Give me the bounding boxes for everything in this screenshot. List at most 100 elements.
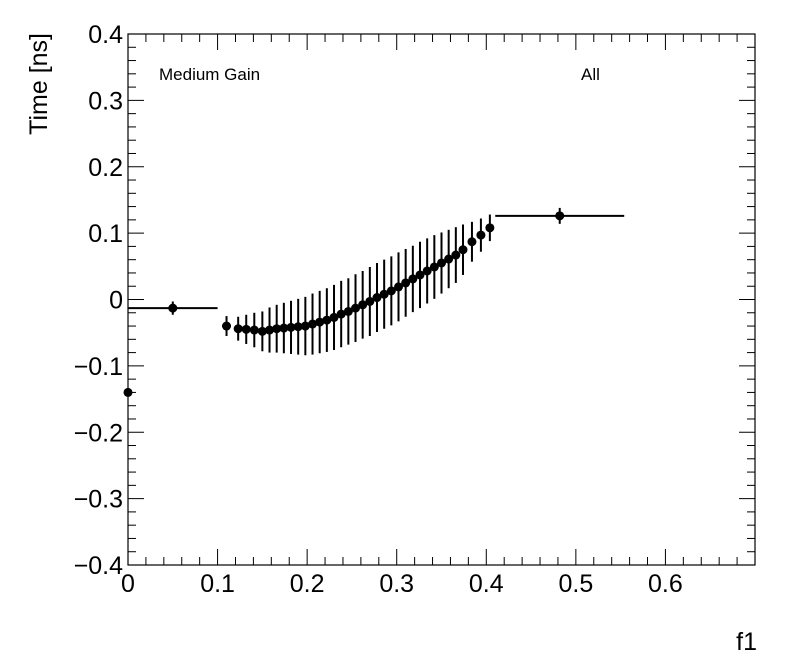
point-marker — [444, 254, 454, 264]
data-point — [286, 300, 296, 354]
data-point — [394, 252, 404, 322]
data-point — [485, 214, 495, 242]
data-point — [422, 238, 432, 304]
x-tick-label: 0.2 — [290, 570, 325, 598]
point-marker — [322, 315, 332, 325]
y-tick-label: 0.1 — [88, 220, 123, 248]
point-marker — [308, 319, 318, 329]
data-point — [415, 241, 425, 309]
data-point — [123, 387, 133, 397]
data-point — [128, 301, 218, 315]
y-axis-title: Time [ns] — [25, 33, 53, 135]
data-point — [467, 221, 477, 262]
data-point — [476, 218, 486, 252]
data-point — [379, 259, 389, 329]
data-point — [308, 293, 318, 355]
point-marker — [415, 270, 425, 280]
data-point — [329, 284, 339, 350]
data-point — [293, 298, 303, 355]
point-marker — [458, 245, 468, 255]
annotation-all: All — [581, 65, 600, 84]
point-marker — [401, 278, 411, 288]
data-point — [343, 278, 353, 345]
data-point — [257, 311, 267, 352]
point-marker — [222, 321, 232, 331]
point-marker — [451, 250, 461, 260]
annotation-medium-gain: Medium Gain — [159, 65, 260, 84]
data-point — [351, 274, 361, 342]
data-point — [451, 227, 461, 283]
y-axis-ticks — [128, 33, 755, 566]
data-point — [444, 229, 454, 289]
y-tick-label: −0.1 — [74, 353, 123, 381]
data-point — [401, 249, 411, 317]
data-point — [336, 280, 346, 348]
point-marker — [351, 303, 361, 313]
point-marker — [257, 326, 267, 336]
point-marker — [315, 317, 325, 327]
y-tick-label: 0 — [109, 287, 123, 315]
data-point — [315, 290, 325, 354]
x-tick-label: 0.6 — [648, 570, 683, 598]
data-point — [495, 207, 625, 224]
data-point — [437, 232, 446, 294]
data-point — [358, 270, 368, 339]
point-marker — [336, 309, 346, 319]
point-marker — [476, 230, 486, 240]
point-marker — [408, 274, 418, 284]
y-tick-label: −0.2 — [74, 419, 123, 447]
point-marker — [386, 286, 396, 296]
point-marker — [286, 322, 296, 332]
data-point — [429, 235, 439, 299]
data-point — [222, 316, 232, 337]
data-point — [386, 256, 396, 326]
data-point — [249, 312, 259, 348]
point-marker — [279, 323, 289, 333]
data-point — [408, 245, 418, 313]
point-marker — [555, 211, 565, 221]
point-marker — [467, 237, 477, 247]
point-marker — [343, 306, 353, 316]
plot-frame — [127, 33, 756, 566]
point-marker — [429, 262, 439, 272]
x-axis-ticks — [127, 34, 756, 565]
x-axis-title: f1 — [736, 628, 757, 656]
x-tick-label: 0.1 — [200, 570, 235, 598]
x-tick-label: 0.3 — [379, 570, 414, 598]
data-point — [279, 302, 289, 354]
point-marker — [372, 293, 382, 303]
data-point — [322, 288, 332, 352]
y-tick-label: −0.3 — [74, 486, 123, 514]
data-point — [265, 307, 275, 353]
data-point — [458, 224, 468, 275]
point-marker — [241, 324, 251, 334]
point-marker — [394, 282, 404, 292]
y-tick-label: −0.4 — [74, 552, 123, 580]
point-marker — [293, 322, 303, 332]
data-point — [233, 316, 243, 341]
x-tick-label: 0.5 — [558, 570, 593, 598]
point-marker — [265, 325, 275, 335]
point-marker — [272, 324, 282, 334]
x-tick-label: 0.4 — [469, 570, 504, 598]
point-marker — [233, 324, 243, 334]
x-tick-label: 0 — [121, 570, 135, 598]
y-tick-label: 0.4 — [88, 21, 123, 49]
y-axis-tick-labels: 0.4 0.3 0.2 0.1 0 −0.1 −0.2 −0.3 −0.4 — [74, 21, 123, 580]
point-marker — [379, 289, 389, 299]
data-point — [272, 304, 282, 353]
point-marker — [249, 325, 259, 335]
point-marker — [485, 223, 495, 233]
point-marker — [123, 387, 133, 397]
data-points — [123, 207, 625, 397]
point-marker — [300, 321, 310, 331]
point-marker — [358, 300, 368, 310]
point-marker — [437, 258, 446, 268]
y-tick-label: 0.2 — [88, 154, 123, 182]
y-tick-label: 0.3 — [88, 87, 123, 115]
data-point — [300, 296, 310, 356]
x-axis-tick-labels: 0 0.1 0.2 0.3 0.4 0.5 0.6 — [121, 570, 683, 598]
data-point — [365, 266, 375, 337]
point-marker — [365, 296, 375, 306]
